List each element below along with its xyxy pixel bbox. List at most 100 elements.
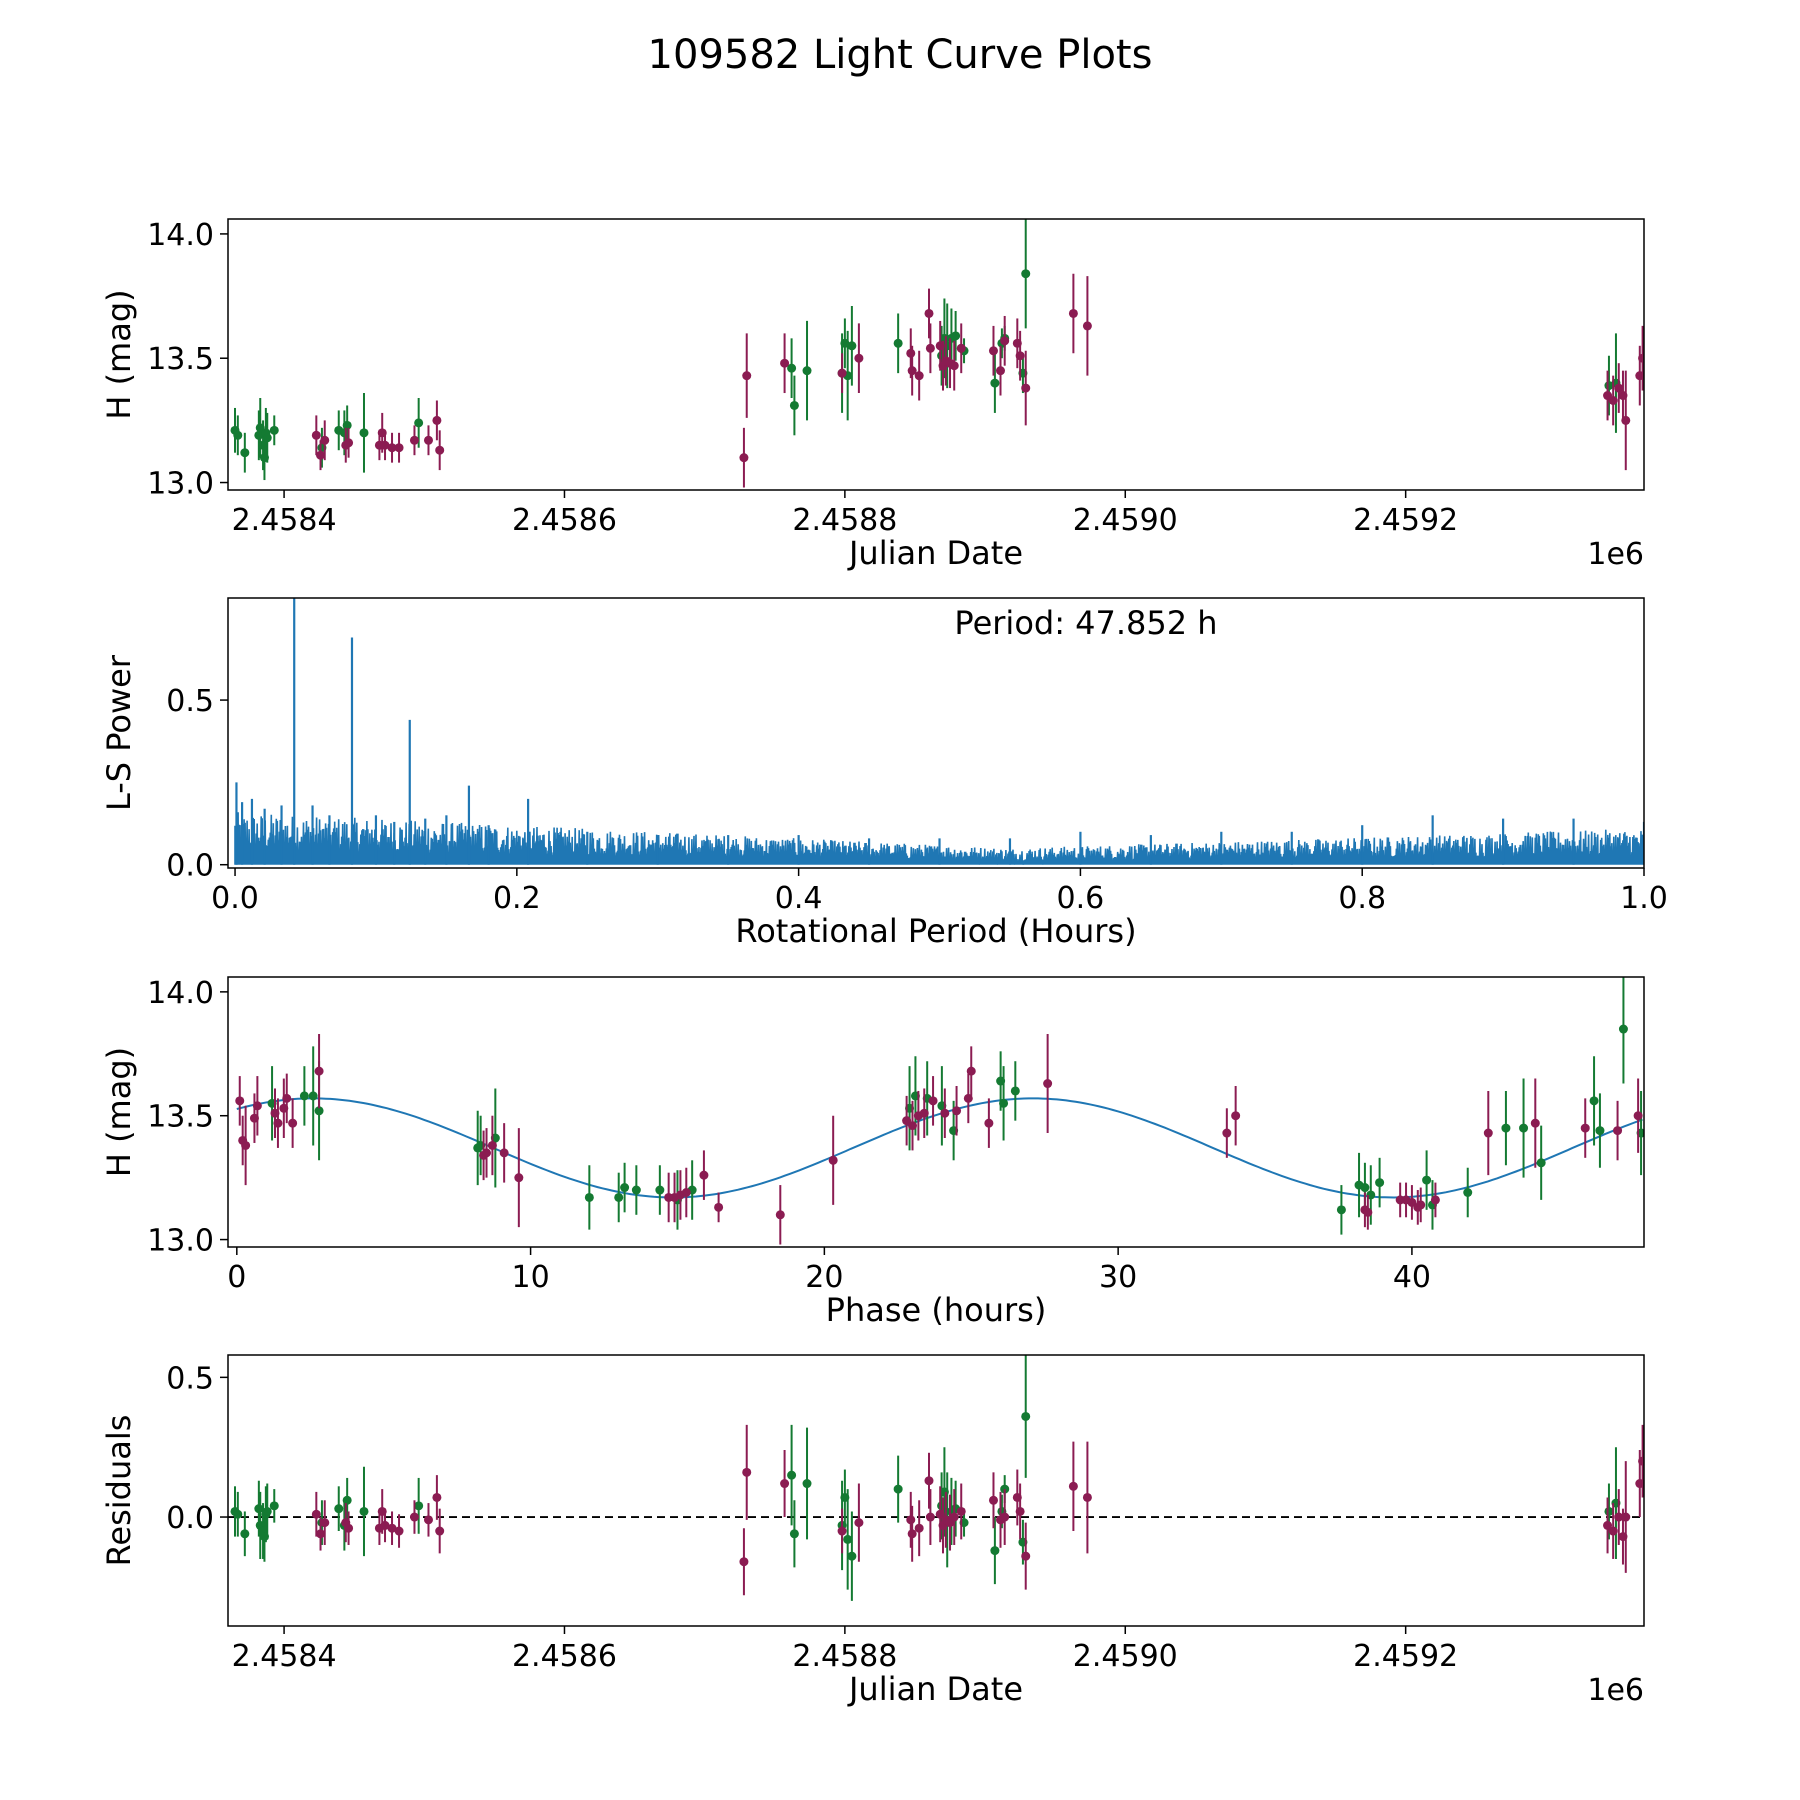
green-data-point [802, 366, 812, 376]
green-data-point [1010, 1086, 1020, 1096]
maroon-data-point [925, 343, 935, 353]
maroon-data-point [919, 1108, 929, 1118]
residuals-x-offset-label: 1e6 [1587, 1673, 1644, 1708]
green-data-point [269, 1501, 279, 1511]
maroon-data-point [320, 435, 330, 445]
green-data-point [990, 378, 1000, 388]
raw-x-tick-label: 2.4592 [1353, 503, 1458, 538]
folded-x-tick-label: 30 [1099, 1260, 1137, 1295]
maroon-data-point [906, 1515, 916, 1525]
maroon-data-point [914, 1523, 924, 1533]
maroon-data-point [252, 1101, 262, 1111]
periodogram-x-tick-label: 0.2 [493, 881, 541, 916]
maroon-data-point [1638, 1456, 1644, 1466]
residuals-x-tick-label: 2.4592 [1353, 1639, 1458, 1674]
folded-y-tick-label: 13.0 [147, 1224, 214, 1259]
maroon-data-point [1231, 1111, 1241, 1121]
green-data-point [614, 1192, 624, 1202]
periodogram-y-tick-label: 0.0 [166, 849, 214, 884]
maroon-series [235, 1033, 1643, 1245]
maroon-data-point [1015, 1506, 1025, 1516]
maroon-data-point [487, 1140, 497, 1150]
maroon-data-point [928, 1096, 938, 1106]
green-data-point [308, 1091, 318, 1101]
maroon-data-point [988, 346, 998, 356]
maroon-data-point [742, 371, 752, 381]
maroon-data-point [739, 1557, 749, 1567]
maroon-data-point [288, 1118, 298, 1128]
green-data-point [314, 1106, 324, 1116]
periodogram-x-tick-label: 0.0 [211, 881, 259, 916]
maroon-data-point [949, 1512, 959, 1522]
raw-ticks: 2.4584 2.4586 2.4588 2.4590 2.4592 13.0 13.5 14… [147, 218, 1458, 538]
raw-light-curve-panel: 2.4584 2.4586 2.4588 2.4590 2.4592 13.0 13.5 14… [100, 218, 1645, 572]
green-data-point [254, 1504, 264, 1514]
maroon-data-point [854, 353, 864, 363]
residuals-y-axis-label: Residuals [100, 1415, 138, 1567]
maroon-data-point [1603, 1520, 1613, 1530]
maroon-data-point [380, 1520, 390, 1530]
maroon-data-point [906, 348, 916, 358]
maroon-data-point [394, 443, 404, 453]
maroon-data-point [681, 1188, 691, 1198]
maroon-data-point [780, 1479, 790, 1489]
green-series [230, 219, 1621, 481]
green-data-point [240, 1529, 250, 1539]
green-data-point [787, 363, 797, 373]
green-data-point [414, 418, 424, 428]
maroon-data-point [1015, 351, 1025, 361]
green-data-point [1618, 1024, 1628, 1034]
maroon-data-point [828, 1155, 838, 1165]
green-data-point [359, 428, 369, 438]
maroon-data-point [1621, 415, 1631, 425]
green-data-point [1463, 1188, 1473, 1198]
folded-y-axis-label: H (mag) [100, 1047, 138, 1177]
green-data-point [240, 448, 250, 458]
folded-x-tick-label: 0 [227, 1260, 246, 1295]
maroon-data-point [907, 1121, 917, 1131]
periodogram-axes-frame [227, 597, 1645, 869]
maroon-data-point [902, 1116, 912, 1126]
maroon-data-point [914, 371, 924, 381]
figure-title: 109582 Light Curve Plots [648, 32, 1153, 78]
maroon-data-point [394, 1526, 404, 1536]
maroon-data-point [409, 435, 419, 445]
folded-ticks: 0 10 20 30 40 13.0 13.5 14.0 [147, 976, 1431, 1295]
maroon-data-point [1082, 321, 1092, 331]
folded-x-tick-label: 10 [511, 1260, 549, 1295]
maroon-data-point [1068, 1481, 1078, 1491]
green-data-point [1589, 1096, 1599, 1106]
maroon-data-point [1608, 395, 1618, 405]
maroon-data-point [1580, 1123, 1590, 1133]
periodogram-x-tick-label: 0.6 [1057, 881, 1105, 916]
green-data-point [233, 430, 243, 440]
maroon-data-point [1638, 353, 1644, 363]
green-data-point [951, 331, 961, 341]
raw-x-tick-label: 2.4586 [512, 503, 617, 538]
maroon-data-point [380, 440, 390, 450]
maroon-data-point [432, 1492, 442, 1502]
green-data-point [847, 341, 857, 351]
maroon-data-point [409, 1512, 419, 1522]
maroon-data-point [952, 1106, 962, 1116]
maroon-data-point [423, 1515, 433, 1525]
residuals-ticks: 2.4584 2.4586 2.4588 2.4590 2.4592 0.0 0.5 [166, 1361, 1458, 1674]
maroon-series [311, 1424, 1644, 1596]
residuals-panel: 2.4584 2.4586 2.4588 2.4590 2.4592 0.0 0.5 Jul… [100, 1354, 1645, 1708]
maroon-data-point [940, 1108, 950, 1118]
maroon-data-point [1613, 1126, 1623, 1136]
green-data-point [1021, 269, 1031, 279]
residuals-axes-frame [227, 1354, 1645, 1627]
maroon-data-point [739, 453, 749, 463]
green-data-point [631, 1185, 641, 1195]
green-data-point [414, 1501, 424, 1511]
maroon-data-point [1621, 1512, 1631, 1522]
maroon-data-point [241, 1140, 251, 1150]
residuals-x-tick-label: 2.4584 [232, 1639, 337, 1674]
green-data-point [1519, 1123, 1529, 1133]
maroon-data-point [1000, 1512, 1010, 1522]
maroon-data-point [387, 443, 397, 453]
periodogram-ticks: 0.0 0.2 0.4 0.6 0.8 1.0 0.0 0.5 [166, 684, 1668, 916]
green-data-point [342, 420, 352, 430]
